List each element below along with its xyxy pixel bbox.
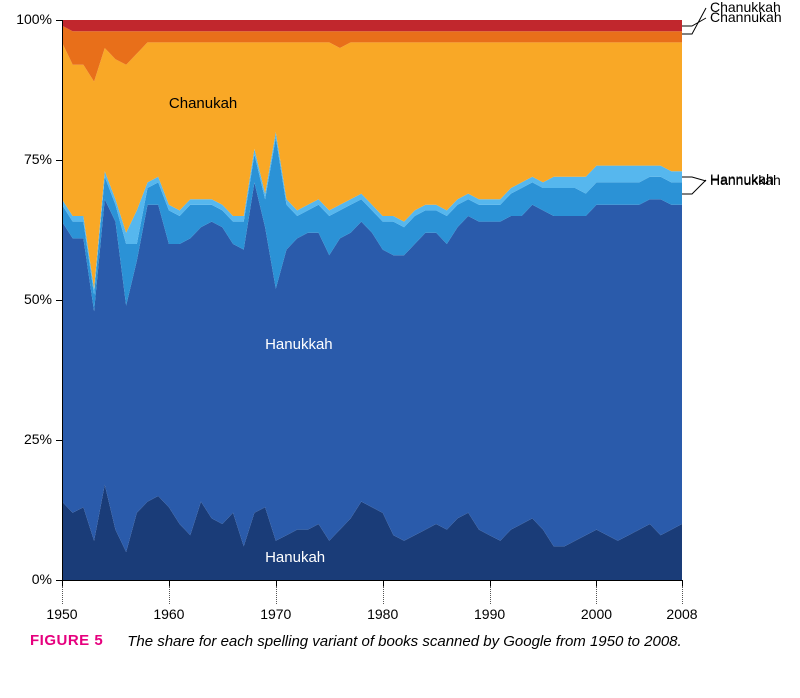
- series-label-chanukah: Chanukah: [169, 95, 237, 112]
- x-guide-dotted: [682, 586, 683, 604]
- y-tick-label: 100%: [0, 11, 52, 27]
- x-guide-dotted: [169, 586, 170, 604]
- figure-caption: FIGURE 5 The share for each spelling var…: [30, 632, 770, 652]
- x-tick-label: 2008: [657, 606, 707, 622]
- annotation-hannukah: Hannukah: [710, 171, 774, 187]
- stacked-area-svg: [62, 20, 682, 580]
- x-guide-dotted: [490, 586, 491, 604]
- area-hanukkah: [62, 182, 682, 552]
- y-axis-line: [62, 20, 63, 580]
- figure-number: FIGURE 5: [30, 632, 103, 649]
- y-tick-label: 50%: [0, 291, 52, 307]
- x-guide-dotted: [276, 586, 277, 604]
- series-label-hanukah: Hanukah: [265, 549, 325, 566]
- y-tick-label: 0%: [0, 571, 52, 587]
- x-guide-dotted: [596, 586, 597, 604]
- figure-caption-text: The share for each spelling variant of b…: [127, 632, 682, 652]
- annotation-chanukkah: Chanukkah: [710, 0, 781, 15]
- x-tick-label: 1990: [465, 606, 515, 622]
- x-tick-label: 1980: [358, 606, 408, 622]
- x-guide-dotted: [383, 586, 384, 604]
- x-guide-dotted: [62, 586, 63, 604]
- x-tick-label: 2000: [571, 606, 621, 622]
- area-channukah: [62, 20, 682, 31]
- y-tick-label: 25%: [0, 431, 52, 447]
- series-label-hanukkah: Hanukkah: [265, 336, 333, 353]
- chart-plot-area: [62, 20, 682, 580]
- x-axis-line: [62, 580, 682, 581]
- x-tick-label: 1960: [144, 606, 194, 622]
- x-tick-label: 1950: [37, 606, 87, 622]
- figure-container: 0% 25% 50% 75% 100% 1950 1960 1970 1980 1990 2000…: [0, 0, 800, 698]
- x-tick-label: 1970: [251, 606, 301, 622]
- y-tick-label: 75%: [0, 151, 52, 167]
